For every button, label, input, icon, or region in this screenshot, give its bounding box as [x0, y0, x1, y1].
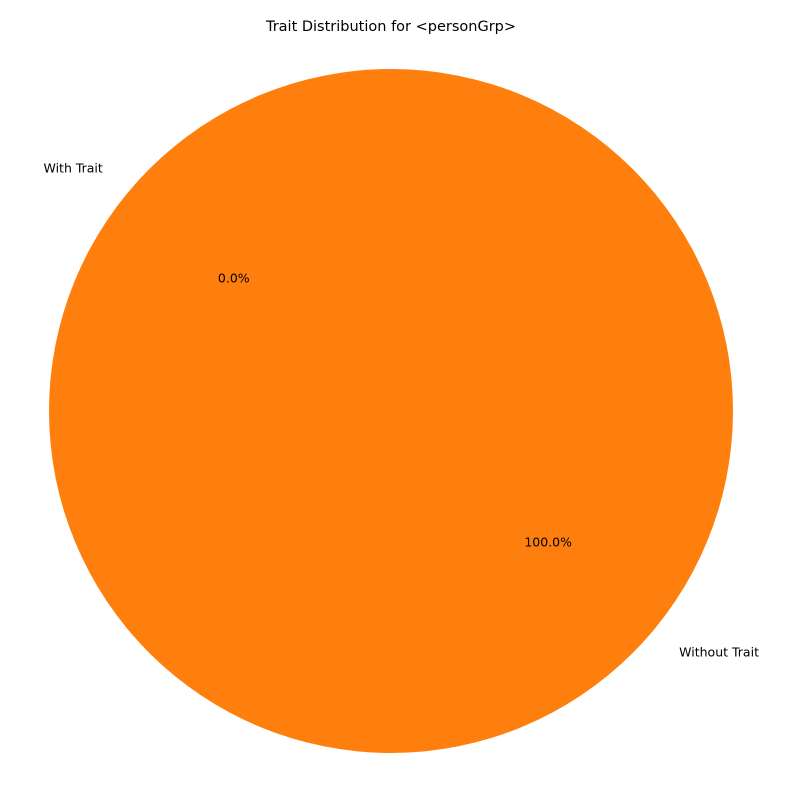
percent-label-without-trait: 100.0%	[524, 534, 572, 549]
pie-labels: With Trait 0.0% Without Trait 100.0%	[43, 161, 759, 660]
percent-label-with-trait: 0.0%	[218, 271, 250, 286]
slice-label-without-trait: Without Trait	[679, 644, 759, 659]
chart-title: Trait Distribution for <personGrp>	[265, 19, 516, 35]
pie-slices	[49, 69, 733, 753]
slice-label-with-trait: With Trait	[43, 161, 102, 176]
pie-slice-without-trait	[49, 69, 733, 753]
